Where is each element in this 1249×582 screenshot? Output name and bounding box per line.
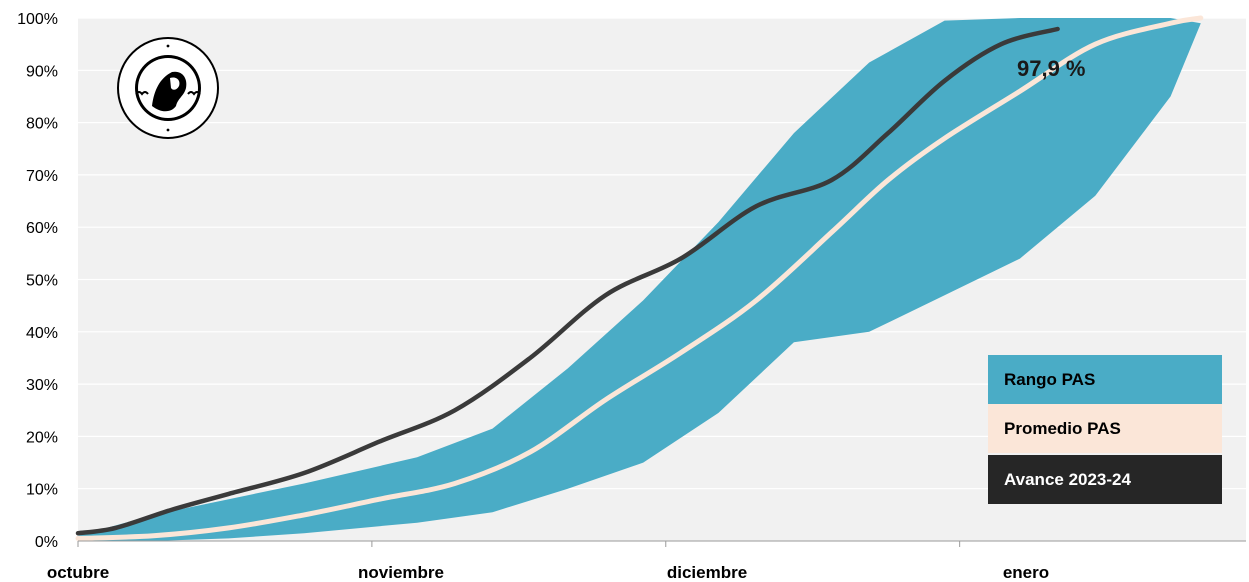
- y-tick-label: 50%: [26, 273, 58, 290]
- y-axis: 0% 10% 20% 30% 40% 50% 60% 70% 80% 90% 100%: [17, 11, 58, 551]
- x-axis: octubre noviembre diciembre enero: [47, 540, 1246, 582]
- x-tick-label: noviembre: [358, 563, 444, 582]
- legend-label-avance: Avance 2023-24: [1004, 469, 1131, 489]
- y-tick-label: 90%: [26, 63, 58, 80]
- y-tick-label: 60%: [26, 220, 58, 237]
- y-tick-label: 0%: [35, 534, 58, 551]
- x-tick-label: enero: [1003, 563, 1049, 582]
- promedio-line: [75, 15, 1204, 541]
- avance-path: [75, 26, 1060, 536]
- y-tick-label: 30%: [26, 377, 58, 394]
- legend-label-promedio-pas: Promedio PAS: [1004, 418, 1121, 438]
- y-tick-label: 80%: [26, 116, 58, 133]
- promedio-pas-line: [75, 15, 1204, 541]
- legend-label-rango-pas: Rango PAS: [1004, 369, 1096, 389]
- y-tick-label: 70%: [26, 168, 58, 185]
- legend-item-avance: Avance 2023-24: [988, 455, 1222, 504]
- x-tick-label: diciembre: [667, 563, 747, 582]
- y-tick-label: 40%: [26, 325, 58, 342]
- x-tick-label: octubre: [47, 563, 109, 582]
- y-tick-label: 100%: [17, 11, 58, 28]
- legend-item-promedio-pas: Promedio PAS: [988, 404, 1222, 453]
- seal-logo: [117, 37, 219, 139]
- y-tick-label: 20%: [26, 429, 58, 446]
- legend-item-rango-pas: Rango PAS: [988, 355, 1222, 404]
- rango-pas-band: [78, 18, 1201, 541]
- avance-line: [75, 26, 1060, 536]
- band-area: [78, 18, 1201, 541]
- annotation-value: 97,9 %: [1017, 56, 1086, 81]
- y-tick-label: 10%: [26, 482, 58, 499]
